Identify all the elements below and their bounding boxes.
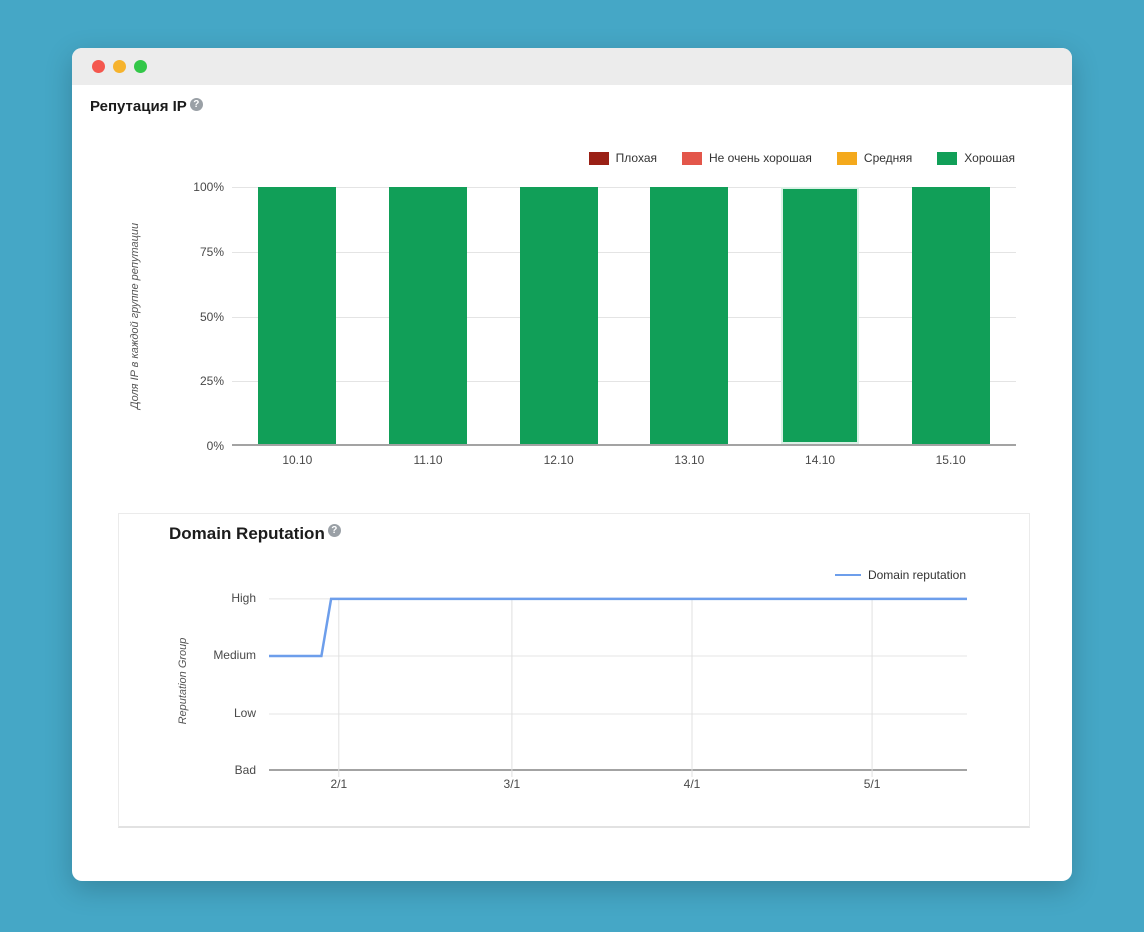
domain-reputation-header: Domain Reputation ? [169,524,341,544]
minimize-window-button[interactable] [113,60,126,73]
bar-12.10[interactable] [519,187,598,444]
domain-reputation-line [269,597,967,658]
legend-item-Domain reputation[interactable]: Domain reputation [834,568,966,582]
legend-item-Плохая[interactable]: Плохая [588,151,657,165]
domain-chart-plot-area [269,597,967,777]
bar-segment-Хорошая [258,187,337,444]
x-tick-label: 2/1 [330,777,348,791]
ip-reputation-header: Репутация IP ? [90,98,203,115]
y-tick-label: 50% [199,309,224,324]
y-tick-label: Medium [213,647,256,662]
y-gridline [232,251,1016,253]
ip-chart-plot-area [232,187,1016,446]
x-tick-label: 4/1 [683,777,701,791]
app-window: Репутация IP ? Плохая Не очень хорошая Сре… [72,48,1072,881]
legend-label: Плохая [615,151,657,165]
y-gridline [232,316,1016,318]
legend-line-swatch [834,574,861,576]
zoom-window-button[interactable] [134,60,147,73]
bar-15.10[interactable] [911,187,990,444]
card-title: Domain Reputation [169,524,325,543]
bar-13.10[interactable] [650,187,729,444]
bar-14.10[interactable] [781,187,859,444]
x-tick-label: 3/1 [503,777,521,791]
legend-swatch [588,151,609,165]
y-tick-label: 75% [199,244,224,259]
y-gridline [232,187,1016,188]
x-tick-label: 10.10 [282,453,313,467]
ip-reputation-legend: Плохая Не очень хорошая Средняя Хорошая [588,151,1015,165]
y-tick-label: 25% [199,374,224,389]
ip-reputation-chart: Доля IP в каждой группе репутации 100% 75… [72,180,1072,487]
close-window-button[interactable] [92,60,105,73]
x-tick-label: 14.10 [805,453,836,467]
x-tick-label: 11.10 [413,453,443,467]
help-icon[interactable]: ? [189,98,203,111]
bar-segment-Хорошая [519,187,598,444]
domain-reputation-legend: Domain reputation [834,568,966,582]
bar-segment-Хорошая [911,187,990,444]
legend-label: Не очень хорошая [709,151,812,165]
y-tick-label: Bad [234,763,256,777]
window-titlebar [72,48,1072,85]
legend-item-Хорошая[interactable]: Хорошая [937,151,1015,165]
legend-item-Не очень хорошая[interactable]: Не очень хорошая [682,151,812,165]
bar-segment-Хорошая [781,187,859,444]
bar-segment-Хорошая [389,187,467,444]
ip-chart-y-axis-title: Доля IP в каждой группе репутации [129,222,141,410]
legend-swatch [836,151,857,165]
y-tick-label: High [231,590,256,605]
domain-chart-y-axis-title: Reputation Group [177,637,189,725]
legend-item-Средняя[interactable]: Средняя [836,151,913,165]
y-gridline [232,381,1016,383]
x-tick-label: 5/1 [863,777,881,791]
x-tick-label: 12.10 [543,453,574,467]
legend-label: Средняя [863,151,913,165]
y-gridline [232,444,1016,446]
bar-segment-Хорошая [650,187,729,444]
y-tick-label: 0% [206,439,224,453]
domain-reputation-card: Domain Reputation ? Domain reputation Re… [118,513,1030,828]
help-icon[interactable]: ? [327,524,341,537]
legend-label: Domain reputation [867,568,966,582]
y-tick-label: 100% [193,180,224,194]
bar-10.10[interactable] [258,187,337,444]
legend-swatch [937,151,958,165]
y-tick-label: Low [233,705,256,720]
legend-label: Хорошая [964,151,1015,165]
x-tick-label: 15.10 [935,453,966,467]
x-tick-label: 13.10 [674,453,705,467]
bar-11.10[interactable] [389,187,467,444]
page-title: Репутация IP [90,98,187,115]
legend-swatch [682,151,702,165]
